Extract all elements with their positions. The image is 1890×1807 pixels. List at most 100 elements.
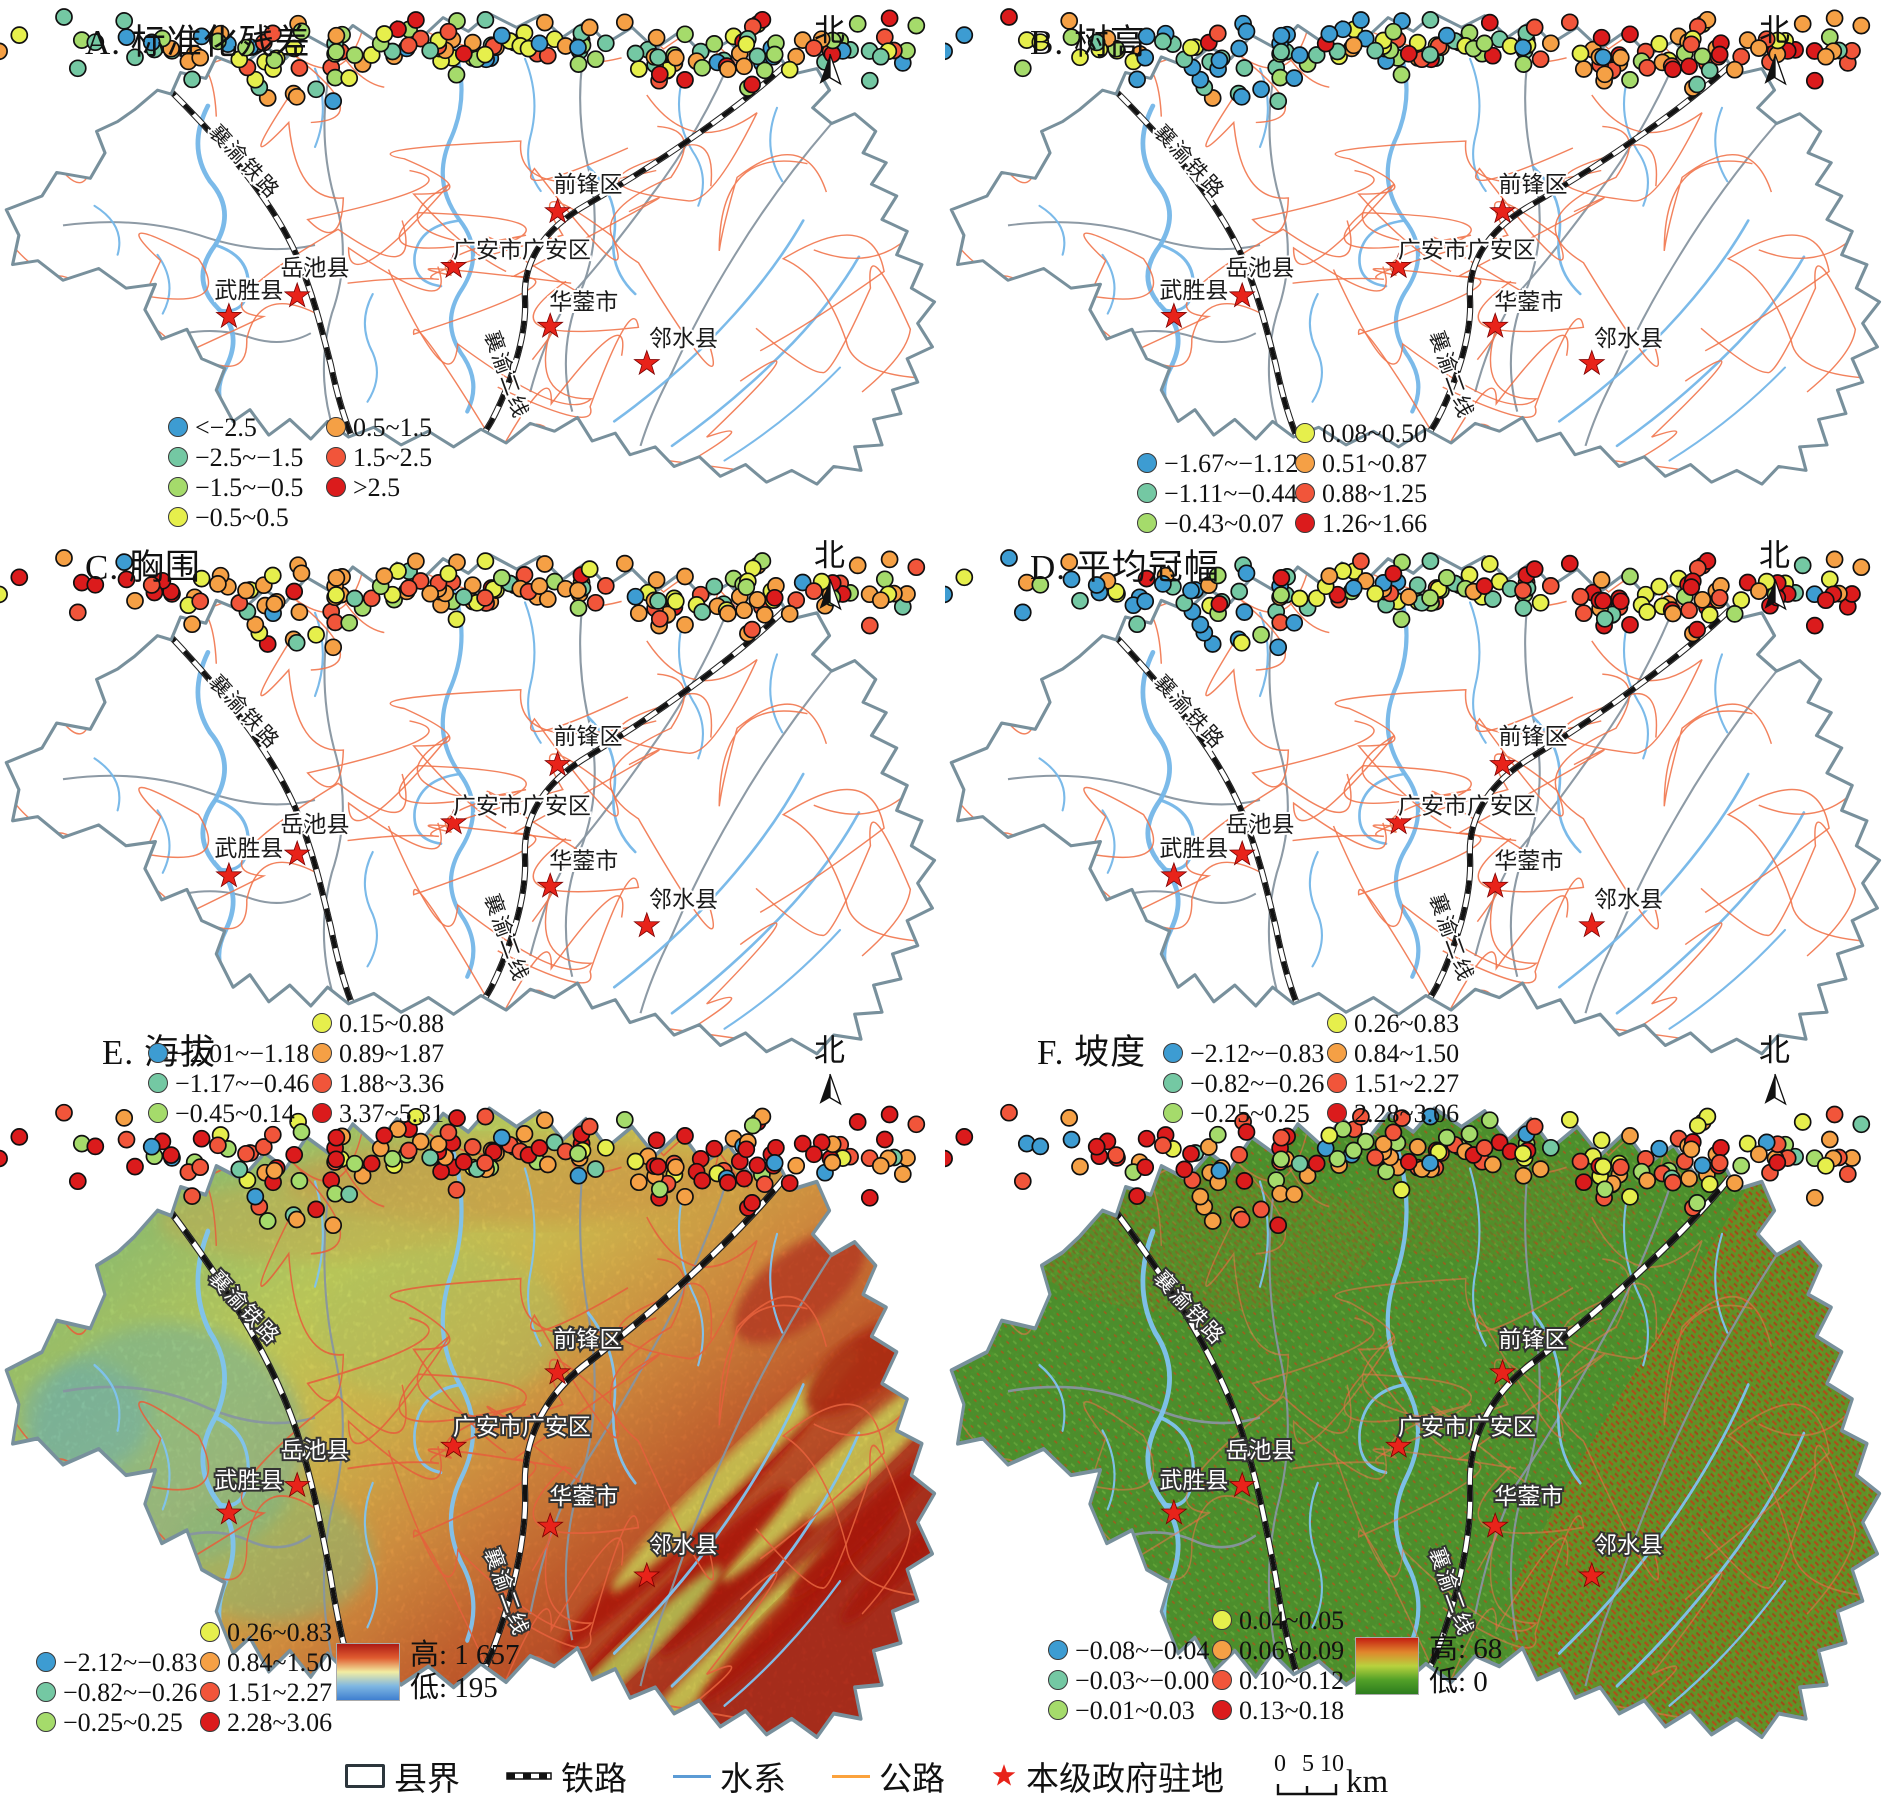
sample-plot-dot <box>263 566 282 585</box>
sample-plot-dot <box>586 50 605 69</box>
legend-class-label: −0.45~0.14 <box>175 1098 295 1128</box>
legend-class-label: −0.25~0.25 <box>1190 1098 1310 1128</box>
county-label: 广安市广安区 <box>1398 1415 1536 1440</box>
legend-class-label: −0.5~0.5 <box>195 502 289 532</box>
sample-plot-dot <box>580 1117 599 1136</box>
sample-plot-dot <box>615 554 634 573</box>
legend-class-label: 0.26~0.83 <box>1354 1008 1460 1038</box>
sample-plot-dot <box>192 1129 211 1148</box>
legend-class-swatch <box>36 1682 56 1702</box>
north-label: 北 <box>814 13 845 48</box>
sample-plot-dot <box>676 71 694 89</box>
legend-class-swatch <box>168 447 188 467</box>
legend-class-swatch <box>1212 1640 1232 1660</box>
gov-seat-star-icon <box>544 1358 572 1385</box>
legend-class-swatch <box>1327 1043 1347 1063</box>
sample-plot-dot <box>647 28 666 47</box>
sample-plot-dot <box>538 1155 557 1174</box>
sample-plot-dot <box>737 35 756 54</box>
sample-plot-dot <box>1307 1154 1326 1173</box>
north-label: 北 <box>1759 13 1790 48</box>
gov-seat-star-icon <box>633 1561 661 1588</box>
sample-plot-dot <box>1560 1110 1579 1129</box>
sample-plot-dot <box>1825 9 1844 28</box>
sample-plot-dot <box>676 1127 694 1145</box>
sample-plot-dot <box>1421 589 1439 607</box>
panel-legend: 0.15~0.88 −2.01~−1.18 0.89~1.87 −1.17~−0.46… <box>148 1008 444 1128</box>
sample-plot-dot <box>1137 27 1156 46</box>
gov-seat-star-icon <box>1160 861 1188 888</box>
sample-plots <box>945 1103 1871 1235</box>
sample-plot-dot <box>115 12 134 30</box>
sample-plot-dot <box>1252 1200 1270 1219</box>
sample-plot-dot <box>1592 1131 1611 1150</box>
sample-plot-dot <box>735 1169 753 1188</box>
sample-plot-dot <box>596 34 615 53</box>
legend-class-swatch <box>326 447 346 467</box>
sample-plot-dot <box>1356 1132 1375 1151</box>
sample-plot-dot <box>191 48 210 67</box>
legend-item: 3.37~5.31 <box>312 1098 444 1128</box>
sample-plot-dot <box>1483 1155 1502 1174</box>
sample-plot-dot <box>1710 45 1729 64</box>
county-label: 广安市广安区 <box>453 794 591 819</box>
sample-plot-dot <box>1514 38 1532 57</box>
legend-class-swatch <box>1295 453 1315 473</box>
sample-plot-dot <box>1062 570 1081 589</box>
sample-plot-dot <box>1852 558 1871 577</box>
sample-plot-dot <box>1712 1138 1730 1157</box>
sample-plot-dot <box>115 553 134 571</box>
sample-plot-dot <box>411 1132 430 1151</box>
sample-plot-dot <box>629 604 648 623</box>
legend-item: 0.04~0.05 <box>1212 1605 1344 1635</box>
sample-plot-dot <box>463 576 482 595</box>
sample-plot-dot <box>1272 26 1291 45</box>
sample-plot-dot <box>1574 604 1593 623</box>
sample-plot-dot <box>1700 61 1719 80</box>
legend-item: 0.26~0.83 <box>200 1617 332 1647</box>
sample-plot-dot <box>292 564 311 583</box>
sample-plot-dot <box>1483 46 1502 65</box>
sample-plot-dot <box>1235 59 1254 77</box>
legend-item <box>1163 1008 1321 1038</box>
sample-plot-dot <box>492 1128 511 1147</box>
sample-plot-dot <box>1071 48 1089 67</box>
north-arrow-icon <box>1764 1073 1787 1106</box>
legend-item: 0.15~0.88 <box>312 1008 444 1038</box>
legend-item: 1.5~2.5 <box>326 442 432 472</box>
sample-plot-dot <box>1290 46 1309 64</box>
sample-plots <box>0 549 926 657</box>
sample-plot-dot <box>1352 11 1370 29</box>
county-label: 邻水县 <box>1594 326 1663 351</box>
sample-plot-dot <box>142 1137 161 1156</box>
map-geometry <box>4 552 937 1056</box>
legend-item: −0.25~0.25 <box>1163 1098 1321 1128</box>
sample-plot-dot <box>399 1141 418 1160</box>
legend-item: 0.06~0.09 <box>1212 1635 1344 1665</box>
sample-plot-dot <box>492 568 511 587</box>
sample-plot-dot <box>1571 587 1590 606</box>
sample-plot-dot <box>1693 1156 1712 1175</box>
sample-plot-dot <box>1421 1107 1440 1126</box>
sample-plot-dot <box>880 550 899 569</box>
legend-class-label: <−2.5 <box>195 412 257 442</box>
sample-plot-dot <box>1725 605 1744 623</box>
sample-plot-dot <box>1710 588 1729 607</box>
sample-plot-dot <box>1688 75 1706 94</box>
railway-icon <box>506 1772 552 1780</box>
legend-class-swatch <box>326 477 346 497</box>
sample-plot-dot <box>1307 589 1326 608</box>
raster-gradient-swatch <box>1355 1637 1419 1695</box>
sample-plot-dot <box>1384 1123 1403 1142</box>
sample-plot-dot <box>860 1188 879 1207</box>
sample-plot-dot <box>237 1144 255 1163</box>
sample-plot-dot <box>649 1157 667 1176</box>
sample-plot-dot <box>1571 1152 1590 1171</box>
sample-plot-dot <box>743 1194 761 1212</box>
sample-plot-dot <box>407 1107 425 1126</box>
legend-class-swatch <box>148 1043 168 1063</box>
sample-plot-dot <box>285 582 304 601</box>
sample-plot-dot <box>454 588 473 606</box>
sample-plot-dot <box>650 609 669 628</box>
